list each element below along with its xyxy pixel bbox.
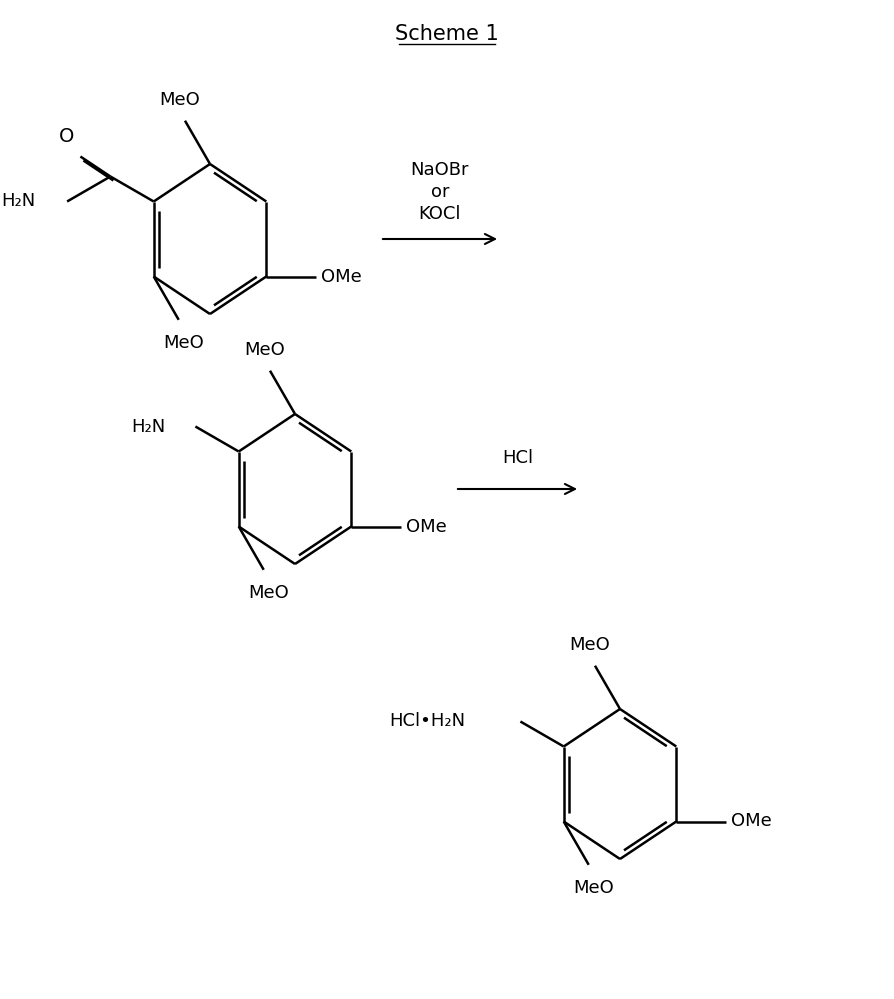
Text: MeO: MeO (163, 334, 204, 352)
Text: MeO: MeO (248, 583, 289, 601)
Text: Scheme 1: Scheme 1 (394, 24, 498, 44)
Text: HCl•H₂N: HCl•H₂N (389, 712, 465, 730)
Text: NaOBr: NaOBr (410, 161, 468, 179)
Text: H₂N: H₂N (131, 418, 165, 436)
Text: H₂N: H₂N (1, 193, 35, 211)
Text: HCl: HCl (502, 449, 533, 467)
Text: MeO: MeO (573, 879, 613, 897)
Text: MeO: MeO (569, 635, 610, 653)
Text: or: or (430, 183, 449, 201)
Text: MeO: MeO (244, 341, 285, 359)
Text: OMe: OMe (406, 517, 446, 535)
Text: OMe: OMe (730, 812, 772, 830)
Text: OMe: OMe (321, 268, 362, 286)
Text: MeO: MeO (159, 91, 200, 109)
Text: O: O (59, 128, 74, 147)
Text: KOCl: KOCl (418, 205, 460, 223)
